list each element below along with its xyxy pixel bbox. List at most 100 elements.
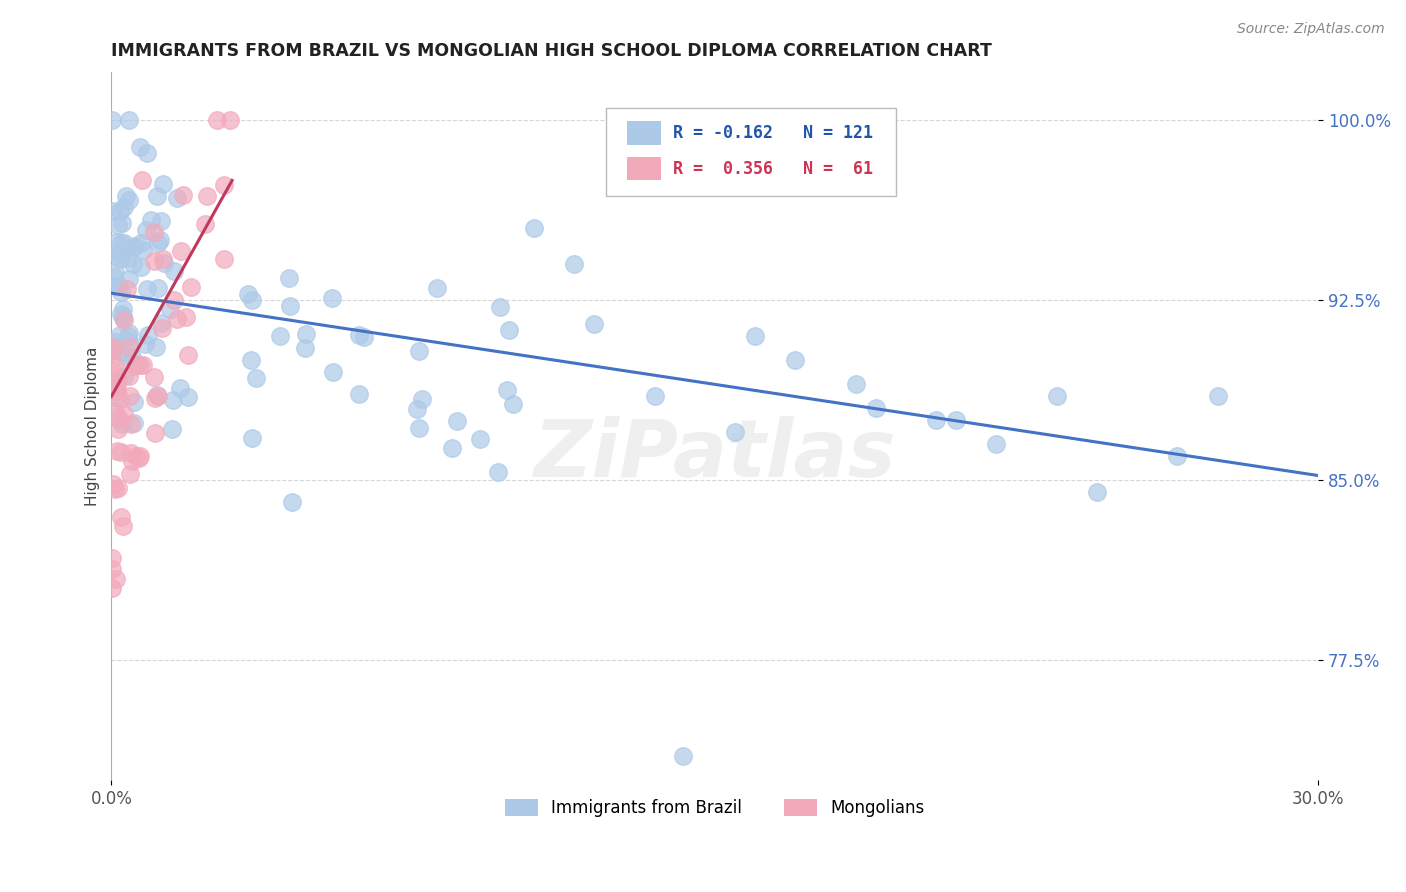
Point [118, 272, 141, 286]
Point [212, 178, 235, 192]
Point [240, 293, 263, 308]
Text: R =  0.356   N =  61: R = 0.356 N = 61 [672, 160, 873, 178]
Point [108, 412, 131, 426]
Point [486, 465, 509, 479]
Point [143, 391, 166, 405]
Point [124, 395, 146, 409]
Text: IMMIGRANTS FROM BRAZIL VS MONGOLIAN HIGH SCHOOL DIPLOMA CORRELATION CHART: IMMIGRANTS FROM BRAZIL VS MONGOLIAN HIGH… [111, 42, 993, 60]
Point [278, 271, 301, 285]
Point [115, 281, 138, 295]
Point [150, 320, 173, 334]
Point [112, 368, 135, 383]
Point [143, 225, 166, 239]
Point [159, 301, 181, 316]
Point [103, 203, 125, 218]
Point [131, 243, 153, 257]
Point [1206, 389, 1229, 403]
Point [180, 280, 202, 294]
Point [149, 233, 172, 247]
Point [112, 313, 135, 327]
Point [295, 326, 318, 341]
Point [134, 337, 156, 351]
Point [101, 562, 124, 576]
Point [170, 244, 193, 258]
Point [239, 352, 262, 367]
Point [163, 264, 186, 278]
Point [105, 444, 128, 458]
Point [110, 285, 132, 299]
Point [103, 269, 125, 284]
Point [245, 371, 267, 385]
Point [129, 260, 152, 274]
Point [1166, 450, 1188, 464]
Point [162, 392, 184, 407]
Point [115, 189, 138, 203]
Point [135, 223, 157, 237]
Point [118, 326, 141, 340]
Point [101, 344, 124, 359]
Point [146, 388, 169, 402]
Point [169, 381, 191, 395]
Point [194, 217, 217, 231]
Point [104, 264, 127, 278]
Point [172, 187, 194, 202]
Point [112, 235, 135, 250]
Point [236, 287, 259, 301]
Point [146, 188, 169, 202]
Point [101, 113, 124, 128]
Point [143, 254, 166, 268]
Point [121, 350, 143, 364]
Point [129, 449, 152, 463]
Point [152, 178, 174, 192]
Bar [627, 121, 661, 145]
Point [945, 413, 967, 427]
Point [406, 402, 429, 417]
Point [108, 392, 131, 407]
Point [107, 219, 129, 233]
Point [117, 329, 139, 343]
Point [122, 240, 145, 254]
Point [104, 379, 127, 393]
Point [110, 445, 132, 459]
Point [120, 417, 142, 431]
Point [105, 278, 128, 293]
Point [785, 353, 807, 368]
Point [104, 482, 127, 496]
Point [672, 749, 695, 764]
Point [176, 390, 198, 404]
Point [101, 362, 124, 376]
Point [149, 214, 172, 228]
Point [408, 343, 430, 358]
Point [121, 454, 143, 468]
Point [153, 255, 176, 269]
Point [115, 350, 138, 364]
Point [122, 240, 145, 254]
Point [163, 293, 186, 307]
Point [195, 188, 218, 202]
Point [321, 292, 343, 306]
Point [104, 376, 127, 390]
Point [149, 316, 172, 330]
Point [108, 244, 131, 259]
Point [145, 340, 167, 354]
Point [110, 510, 132, 524]
Point [118, 369, 141, 384]
Point [496, 383, 519, 397]
Point [135, 282, 157, 296]
Point [128, 140, 150, 154]
Point [117, 252, 139, 266]
Point [644, 389, 666, 403]
Point [105, 379, 128, 393]
Point [865, 401, 887, 416]
Point [136, 146, 159, 161]
Point [408, 421, 430, 435]
Point [132, 358, 155, 372]
Point [136, 328, 159, 343]
Point [411, 392, 433, 406]
Point [281, 495, 304, 509]
Point [104, 334, 127, 349]
Point [104, 572, 127, 586]
Point [120, 445, 142, 459]
Point [152, 252, 174, 266]
Point [143, 370, 166, 384]
